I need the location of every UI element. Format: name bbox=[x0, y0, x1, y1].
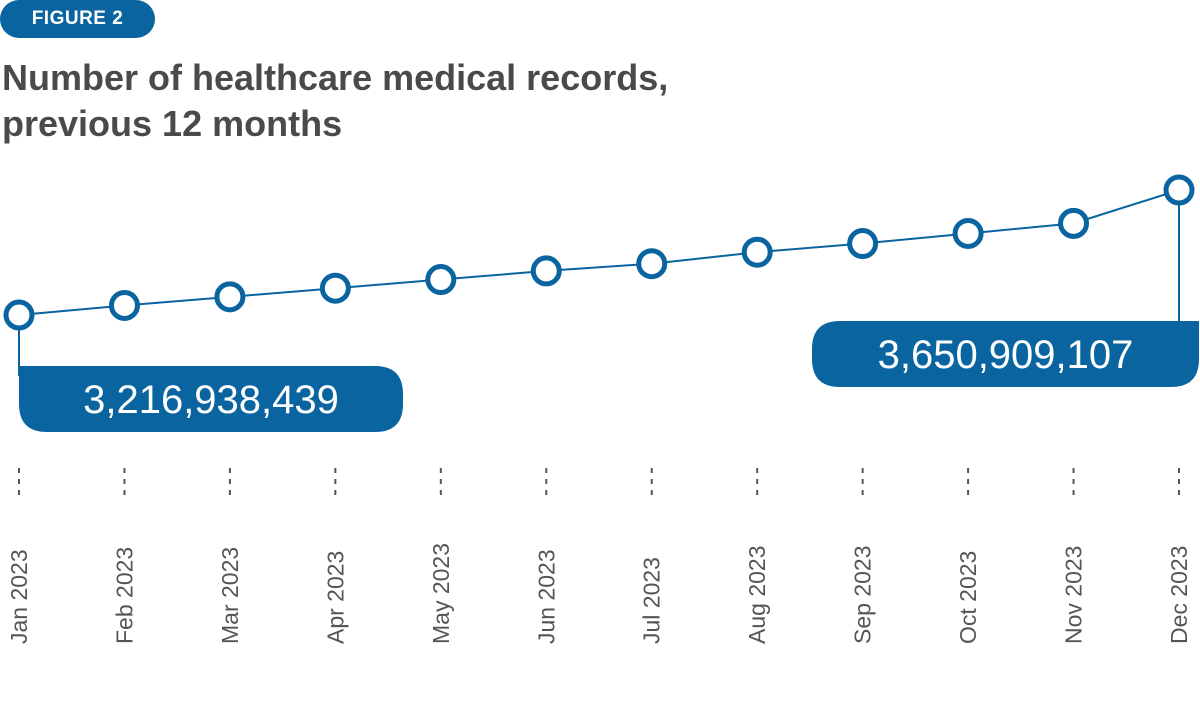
annotation-label-start: 3,216,938,439 bbox=[83, 378, 339, 422]
x-tick-label: Feb 2023 bbox=[111, 547, 137, 644]
chart-title: Number of healthcare medical records, pr… bbox=[2, 55, 902, 147]
figure-badge: FIGURE 2 bbox=[0, 0, 155, 38]
data-point bbox=[530, 255, 562, 287]
data-point bbox=[3, 299, 35, 331]
x-tick-label: Jan 2023 bbox=[6, 549, 32, 644]
x-tick-label: Nov 2023 bbox=[1061, 546, 1087, 644]
annotation-box-end bbox=[812, 321, 1199, 387]
data-point bbox=[1058, 207, 1090, 239]
data-point bbox=[425, 264, 457, 296]
x-tick-label: Jul 2023 bbox=[639, 557, 665, 644]
data-point bbox=[636, 248, 668, 280]
data-point bbox=[319, 272, 351, 304]
x-tick-label: Dec 2023 bbox=[1166, 546, 1192, 644]
x-tick-label: Jun 2023 bbox=[533, 549, 559, 644]
data-point bbox=[214, 281, 246, 313]
x-tick-label: Aug 2023 bbox=[744, 546, 770, 644]
x-tick-label: Apr 2023 bbox=[322, 551, 348, 644]
x-tick-label: Sep 2023 bbox=[850, 546, 876, 644]
x-tick-label: Oct 2023 bbox=[955, 551, 981, 644]
data-point bbox=[108, 289, 140, 321]
chart-title-line-1: Number of healthcare medical records, bbox=[2, 57, 669, 98]
annotation-box-start bbox=[19, 366, 403, 432]
data-point bbox=[1163, 174, 1195, 206]
series-line bbox=[18, 189, 1180, 316]
data-point bbox=[741, 236, 773, 268]
data-point bbox=[847, 228, 879, 260]
x-tick-label: Mar 2023 bbox=[217, 547, 243, 644]
x-tick-label: May 2023 bbox=[428, 543, 454, 644]
chart-title-line-2: previous 12 months bbox=[2, 103, 343, 144]
data-point bbox=[952, 217, 984, 249]
annotation-label-end: 3,650,909,107 bbox=[878, 333, 1134, 377]
